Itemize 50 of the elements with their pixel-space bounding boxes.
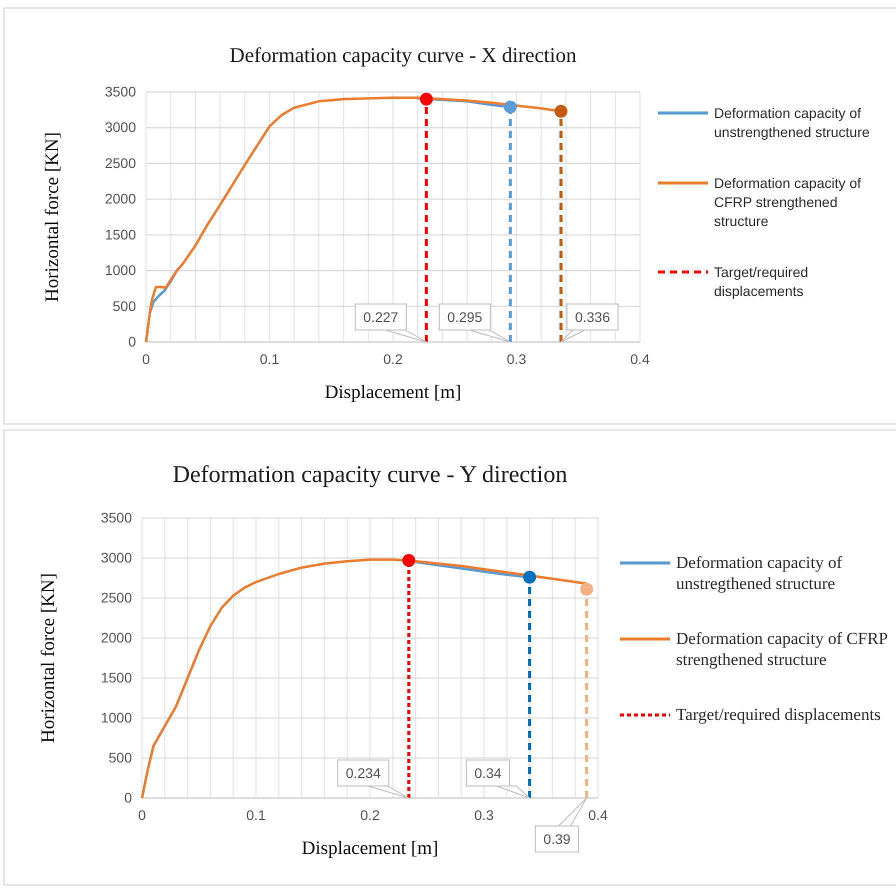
annotation: 0.234 [346,765,381,781]
annotation: 0.336 [574,309,610,325]
y-tick-label: 500 [108,749,132,766]
x-tick-label: 0.3 [474,806,494,823]
y-axis-title: Horizontal force [KN] [42,132,63,302]
legend-label: Target/required displacements [676,705,881,724]
chart-title: Deformation capacity curve - Y direction [172,462,568,488]
x-tick-label: 0.1 [246,806,266,823]
x-tick-label: 0.2 [360,806,380,823]
y-tick-label: 3000 [100,549,132,566]
point [504,100,517,114]
annotation: 0.39 [543,831,571,847]
y-tick-label: 500 [112,298,136,314]
chart-title: Deformation capacity curve - X direction [230,43,577,67]
point [523,570,536,584]
x-tick-label: 0.4 [630,350,650,367]
x-axis-title: Displacement [m] [302,838,438,859]
y-tick-label: 3000 [104,119,136,136]
y-tick-label: 2500 [100,589,132,606]
y-tick-label: 3500 [104,83,136,100]
point [554,104,568,118]
annotation: 0.227 [363,309,399,325]
y-tick-label: 2500 [104,154,136,171]
y-tick-label: 1500 [100,669,132,686]
legend-label: Deformation capacity of CFRP strengthened structure [714,175,862,229]
x-tick-label: 0.4 [588,806,608,823]
legend-label: Deformation capacity of CFRP strengthened structure [676,629,888,669]
legend-label: Deformation capacity of unstrengthened structure [714,105,870,140]
y-tick-label: 0 [124,789,132,806]
x-axis-title: Displacement [m] [324,382,462,403]
y-tick-label: 2000 [104,190,136,207]
y-tick-label: 1000 [100,709,132,726]
y-tick-label: 0 [128,333,136,350]
annotation: 0.295 [447,309,483,325]
legend-label: Deformation capacity of unstregthened structure [676,553,842,593]
legend-label: Target/required displacements [714,264,808,299]
x-tick-label: 0 [138,806,146,823]
y-tick-label: 2000 [100,629,132,646]
y-tick-label: 3500 [100,509,132,526]
x-tick-label: 0 [142,350,150,367]
x-tick-label: 0.1 [260,350,280,367]
point [580,582,594,596]
y-tick-label: 1500 [104,226,136,242]
annotation: 0.34 [474,765,502,781]
x-tick-label: 0.3 [506,350,526,367]
x-tick-label: 0.2 [383,350,403,367]
y-tick-label: 1000 [104,262,136,278]
y-axis-title: Horizontal force [KN] [38,573,59,743]
point [402,554,416,567]
point [420,92,433,106]
